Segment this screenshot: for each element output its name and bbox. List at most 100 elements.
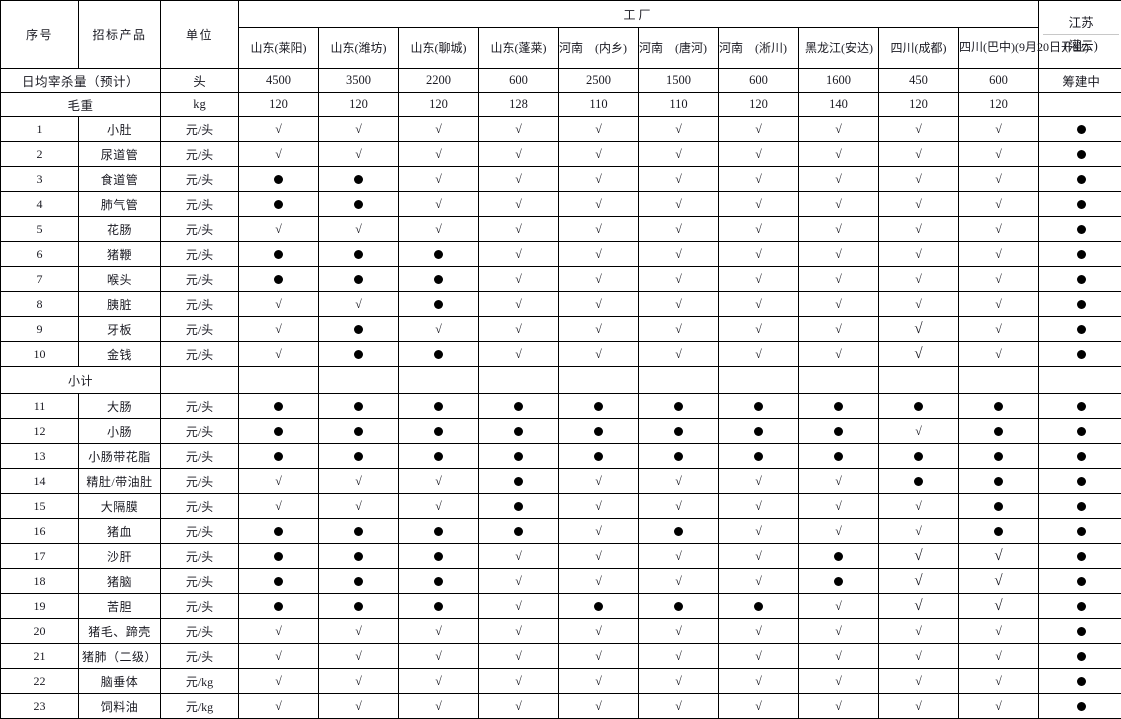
cell-mark-bazhong[interactable]: √ [959, 292, 1039, 317]
subtotal-cell[interactable] [959, 367, 1039, 394]
cell-mark-chengdu[interactable]: √ [879, 317, 959, 342]
subtotal-cell[interactable] [319, 367, 399, 394]
cell-mark-tanghe[interactable] [639, 419, 719, 444]
cell-mark-liaocheng[interactable] [399, 242, 479, 267]
cell-mark-neixiang[interactable]: √ [559, 242, 639, 267]
cell-mark-weifang[interactable] [319, 519, 399, 544]
cell-mark-weifang[interactable] [319, 594, 399, 619]
cell-mark-xichuan[interactable]: √ [719, 142, 799, 167]
cell-mark-neixiang[interactable] [559, 419, 639, 444]
cell-mark-guanyun[interactable] [1039, 394, 1121, 419]
subtotal-cell[interactable] [239, 367, 319, 394]
subtotal-cell[interactable] [639, 367, 719, 394]
cell-mark-xichuan[interactable]: √ [719, 242, 799, 267]
cell-mark-chengdu[interactable]: √ [879, 292, 959, 317]
cell-mark-neixiang[interactable]: √ [559, 217, 639, 242]
cell-mark-guanyun[interactable] [1039, 342, 1121, 367]
cell-mark-laiyang[interactable] [239, 267, 319, 292]
cell-mark-penglai[interactable]: √ [479, 217, 559, 242]
cell-mark-penglai[interactable]: √ [479, 544, 559, 569]
cell-mark-weifang[interactable] [319, 444, 399, 469]
cell-mark-tanghe[interactable]: √ [639, 569, 719, 594]
cell-mark-chengdu[interactable]: √ [879, 242, 959, 267]
cell-mark-penglai[interactable]: √ [479, 669, 559, 694]
cell-mark-liaocheng[interactable]: √ [399, 469, 479, 494]
cell-mark-guanyun[interactable] [1039, 242, 1121, 267]
cell-mark-liaocheng[interactable]: √ [399, 167, 479, 192]
cell-mark-tanghe[interactable] [639, 394, 719, 419]
cell-mark-chengdu[interactable]: √ [879, 419, 959, 444]
cell-mark-chengdu[interactable]: √ [879, 694, 959, 719]
cell-mark-guanyun[interactable] [1039, 644, 1121, 669]
cell-mark-laiyang[interactable] [239, 394, 319, 419]
cell-mark-bazhong[interactable] [959, 519, 1039, 544]
cell-mark-chengdu[interactable]: √ [879, 192, 959, 217]
cell-mark-anda[interactable]: √ [799, 619, 879, 644]
cell-mark-chengdu[interactable]: √ [879, 619, 959, 644]
cell-mark-neixiang[interactable]: √ [559, 569, 639, 594]
cell-mark-chengdu[interactable]: √ [879, 494, 959, 519]
cell-mark-guanyun[interactable] [1039, 469, 1121, 494]
cell-mark-neixiang[interactable]: √ [559, 192, 639, 217]
cell-mark-tanghe[interactable]: √ [639, 117, 719, 142]
cell-mark-anda[interactable]: √ [799, 317, 879, 342]
cell-mark-neixiang[interactable]: √ [559, 619, 639, 644]
cell-mark-weifang[interactable]: √ [319, 217, 399, 242]
cell-mark-chengdu[interactable] [879, 444, 959, 469]
cell-mark-bazhong[interactable]: √ [959, 167, 1039, 192]
cell-mark-anda[interactable] [799, 419, 879, 444]
cell-mark-bazhong[interactable] [959, 469, 1039, 494]
cell-mark-xichuan[interactable] [719, 419, 799, 444]
cell-mark-weifang[interactable]: √ [319, 694, 399, 719]
cell-mark-laiyang[interactable]: √ [239, 142, 319, 167]
cell-mark-bazhong[interactable]: √ [959, 117, 1039, 142]
cell-mark-tanghe[interactable]: √ [639, 142, 719, 167]
cell-mark-liaocheng[interactable]: √ [399, 619, 479, 644]
cell-mark-xichuan[interactable]: √ [719, 569, 799, 594]
cell-mark-neixiang[interactable] [559, 394, 639, 419]
cell-mark-tanghe[interactable]: √ [639, 619, 719, 644]
cell-mark-laiyang[interactable]: √ [239, 317, 319, 342]
cell-mark-weifang[interactable]: √ [319, 142, 399, 167]
cell-mark-laiyang[interactable] [239, 444, 319, 469]
cell-mark-laiyang[interactable] [239, 192, 319, 217]
cell-mark-xichuan[interactable]: √ [719, 167, 799, 192]
cell-mark-tanghe[interactable]: √ [639, 644, 719, 669]
subtotal-cell[interactable] [399, 367, 479, 394]
cell-mark-xichuan[interactable] [719, 594, 799, 619]
cell-mark-chengdu[interactable] [879, 394, 959, 419]
cell-mark-liaocheng[interactable] [399, 342, 479, 367]
cell-mark-laiyang[interactable]: √ [239, 217, 319, 242]
cell-mark-anda[interactable]: √ [799, 142, 879, 167]
cell-mark-chengdu[interactable] [879, 469, 959, 494]
cell-mark-bazhong[interactable]: √ [959, 644, 1039, 669]
cell-mark-tanghe[interactable]: √ [639, 669, 719, 694]
cell-mark-liaocheng[interactable] [399, 444, 479, 469]
cell-mark-guanyun[interactable] [1039, 544, 1121, 569]
cell-mark-tanghe[interactable]: √ [639, 342, 719, 367]
cell-mark-weifang[interactable]: √ [319, 292, 399, 317]
cell-mark-anda[interactable]: √ [799, 342, 879, 367]
cell-mark-weifang[interactable]: √ [319, 494, 399, 519]
cell-mark-anda[interactable]: √ [799, 292, 879, 317]
cell-mark-liaocheng[interactable]: √ [399, 117, 479, 142]
cell-mark-xichuan[interactable]: √ [719, 192, 799, 217]
cell-mark-bazhong[interactable]: √ [959, 192, 1039, 217]
cell-mark-weifang[interactable] [319, 419, 399, 444]
cell-mark-bazhong[interactable]: √ [959, 217, 1039, 242]
subtotal-cell[interactable] [799, 367, 879, 394]
cell-mark-liaocheng[interactable]: √ [399, 669, 479, 694]
cell-mark-bazhong[interactable] [959, 419, 1039, 444]
cell-mark-liaocheng[interactable]: √ [399, 494, 479, 519]
cell-mark-anda[interactable]: √ [799, 242, 879, 267]
cell-mark-tanghe[interactable]: √ [639, 217, 719, 242]
cell-mark-xichuan[interactable]: √ [719, 694, 799, 719]
cell-mark-xichuan[interactable]: √ [719, 217, 799, 242]
cell-mark-chengdu[interactable]: √ [879, 544, 959, 569]
cell-mark-penglai[interactable]: √ [479, 694, 559, 719]
cell-mark-guanyun[interactable] [1039, 444, 1121, 469]
cell-mark-liaocheng[interactable]: √ [399, 317, 479, 342]
cell-mark-liaocheng[interactable] [399, 569, 479, 594]
cell-mark-laiyang[interactable] [239, 594, 319, 619]
cell-mark-bazhong[interactable]: √ [959, 569, 1039, 594]
